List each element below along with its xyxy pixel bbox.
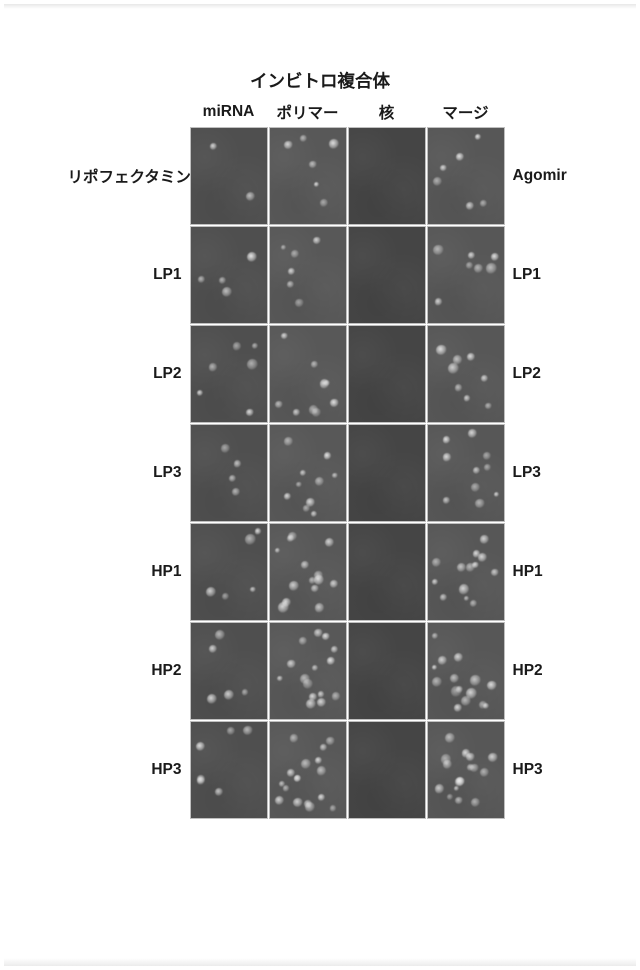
microscopy-panel (428, 425, 504, 521)
microscopy-panel (270, 425, 346, 521)
microscopy-panel (191, 326, 267, 422)
col-header-nucleus: 核 (349, 101, 425, 125)
microscopy-panel (270, 128, 346, 224)
row-label-right: HP2 (507, 662, 573, 680)
microscopy-panel (349, 326, 425, 422)
panel-grid: miRNA ポリマー 核 マージ リポフェクタミン Agomir LP1 LP1 LP2… (68, 101, 573, 818)
row-label-right: LP2 (507, 365, 573, 383)
col-header-merge: マージ (428, 101, 504, 125)
microscopy-panel (191, 722, 267, 818)
microscopy-panel (191, 524, 267, 620)
microscopy-panel (191, 128, 267, 224)
row-label-right: HP1 (507, 563, 573, 581)
col-header-mirna: miRNA (191, 103, 267, 123)
row-label-right: HP3 (507, 761, 573, 779)
microscopy-panel (349, 128, 425, 224)
figure: インビトロ複合体 miRNA ポリマー 核 マージ リポフェクタミン Agomir… (0, 68, 640, 818)
row-label-left: LP2 (68, 365, 188, 383)
row-label-left: HP2 (68, 662, 188, 680)
microscopy-panel (349, 425, 425, 521)
microscopy-panel (191, 425, 267, 521)
row-label-left: LP3 (68, 464, 188, 482)
microscopy-panel (270, 326, 346, 422)
row-label-right: LP1 (507, 266, 573, 284)
row-label-right: Agomir (507, 167, 573, 185)
microscopy-panel (349, 722, 425, 818)
microscopy-panel (428, 524, 504, 620)
microscopy-panel (428, 623, 504, 719)
figure-title: インビトロ複合体 (250, 68, 390, 93)
microscopy-panel (270, 524, 346, 620)
microscopy-panel (270, 722, 346, 818)
row-label-left: リポフェクタミン (68, 165, 188, 187)
row-label-left: HP1 (68, 563, 188, 581)
microscopy-panel (428, 722, 504, 818)
microscopy-panel (349, 227, 425, 323)
microscopy-panel (270, 227, 346, 323)
row-label-left: HP3 (68, 761, 188, 779)
col-header-polymer: ポリマー (270, 101, 346, 125)
microscopy-panel (191, 623, 267, 719)
microscopy-panel (349, 524, 425, 620)
microscopy-panel (270, 623, 346, 719)
microscopy-panel (428, 326, 504, 422)
row-label-left: LP1 (68, 266, 188, 284)
microscopy-panel (428, 128, 504, 224)
row-label-right: LP3 (507, 464, 573, 482)
microscopy-panel (428, 227, 504, 323)
microscopy-panel (191, 227, 267, 323)
page: インビトロ複合体 miRNA ポリマー 核 マージ リポフェクタミン Agomir… (0, 0, 640, 970)
microscopy-panel (349, 623, 425, 719)
